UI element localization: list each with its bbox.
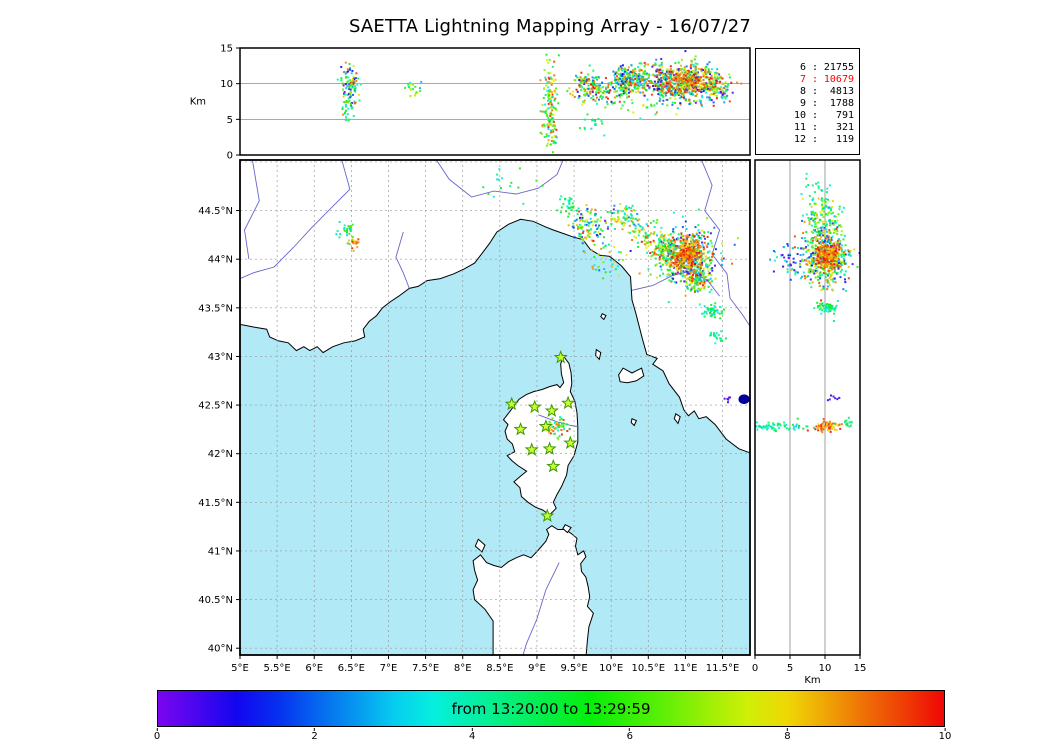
station-marker	[563, 435, 578, 450]
lon-tick-label: 5°E	[231, 663, 249, 674]
alt-tick-label: 5	[227, 115, 233, 126]
alt-tick-label: 0	[227, 151, 233, 162]
lon-tick-label: 5.5°E	[264, 663, 291, 674]
legend-row: 10 : 791	[793, 110, 854, 121]
station-marker	[538, 419, 553, 433]
legend-row: 12 : 119	[793, 134, 854, 145]
time-colorbar: from 13:20:00 to 13:29:59	[157, 690, 945, 727]
coastline-sardinia	[472, 525, 594, 655]
lat-tick-label: 43.5°N	[198, 303, 233, 314]
lat-tick-label: 40°N	[208, 644, 233, 655]
lat-tick-label: 42.5°N	[198, 401, 233, 412]
figure-title: SAETTA Lightning Mapping Array - 16/07/2…	[348, 16, 752, 37]
island	[618, 367, 645, 384]
legend-row: 11 : 321	[793, 122, 854, 133]
lat-tick-label: 44°N	[208, 255, 233, 266]
lon-tick-label: 11°E	[673, 663, 697, 674]
alt-tick-label: 15	[220, 44, 233, 55]
station-marker	[524, 442, 539, 456]
lon-tick-label: 6°E	[305, 663, 323, 674]
river	[244, 160, 260, 260]
lat-tick-label: 40.5°N	[198, 595, 233, 606]
colorbar-tick: 8	[784, 728, 791, 742]
station-marker	[527, 399, 542, 414]
lon-tick-label: 8.5°E	[486, 663, 513, 674]
lightning-points-map	[335, 167, 739, 441]
legend-row: 7 : 10679	[799, 74, 854, 85]
legend-row: 8 : 4813	[799, 86, 854, 97]
station-marker	[553, 349, 568, 364]
lon-tick-label: 10°E	[599, 663, 623, 674]
colorbar-gradient	[158, 691, 944, 726]
lon-tick-label: 10.5°E	[632, 663, 666, 674]
alt-tick-label: 0	[752, 663, 758, 674]
island	[600, 313, 607, 321]
island	[562, 524, 572, 534]
island	[673, 413, 681, 425]
lon-tick-label: 7°E	[380, 663, 398, 674]
lightning-points-alt-lat	[755, 172, 860, 434]
river	[240, 160, 351, 280]
island	[595, 348, 602, 361]
lon-tick-label: 11.5°E	[706, 663, 740, 674]
colorbar-tick: 0	[154, 728, 160, 742]
river	[395, 231, 410, 289]
colorbar-ticks: 0 2 4 6 8 10	[154, 728, 951, 746]
island	[474, 538, 486, 553]
colorbar-tick: 6	[627, 728, 633, 742]
colorbar-tick: 10	[939, 728, 951, 742]
lake	[738, 394, 750, 405]
lon-tick-label: 8°E	[454, 663, 472, 674]
lat-tick-label: 43°N	[208, 352, 233, 363]
lon-tick-label: 9.5°E	[560, 663, 587, 674]
lon-alt-panel	[239, 47, 751, 156]
station-marker	[513, 422, 528, 436]
alt-tick-label: 15	[854, 663, 867, 674]
axis-labels: 5°E 5.5°E 6°E 6.5°E 7°E 7.5°E 8°E 8.5°E 9°E 9.5°E…	[190, 44, 867, 687]
station-marker	[544, 403, 559, 417]
alt-tick-label: 10	[220, 79, 233, 90]
legend-row: 6 : 21755	[799, 62, 854, 73]
alt-tick-label: 10	[819, 663, 832, 674]
colorbar-tick: 4	[469, 728, 475, 742]
alt-lat-panel	[754, 159, 861, 656]
lon-tick-label: 9°E	[528, 663, 546, 674]
station-marker	[540, 508, 555, 522]
legend-row: 9 : 1788	[799, 98, 854, 109]
coastline-mainland	[240, 160, 750, 454]
station-marker	[561, 395, 576, 410]
map-panel	[239, 159, 751, 656]
lat-tick-label: 41°N	[208, 546, 233, 557]
lon-tick-label: 7.5°E	[412, 663, 439, 674]
river	[435, 160, 564, 198]
alt-tick-label: 5	[787, 663, 793, 674]
lat-tick-label: 41.5°N	[198, 498, 233, 509]
station-count-legend: 6 : 21755 7 : 10679 8 : 4813 9 : 1788 10 : 7…	[755, 48, 860, 155]
altitude-axis-unit: Km	[804, 675, 820, 686]
station-marker	[542, 441, 557, 455]
altitude-axis-unit: Km	[190, 97, 206, 108]
lon-tick-label: 6.5°E	[338, 663, 365, 674]
station-marker	[504, 396, 519, 411]
lat-tick-label: 44.5°N	[198, 206, 233, 217]
colorbar-label: from 13:20:00 to 13:29:59	[451, 699, 651, 718]
lightning-points-lon-alt	[336, 50, 743, 155]
lat-tick-label: 42°N	[208, 449, 233, 460]
colorbar-tick: 2	[311, 728, 318, 742]
station-marker	[546, 458, 561, 473]
station-markers	[504, 349, 578, 522]
island	[630, 417, 638, 427]
